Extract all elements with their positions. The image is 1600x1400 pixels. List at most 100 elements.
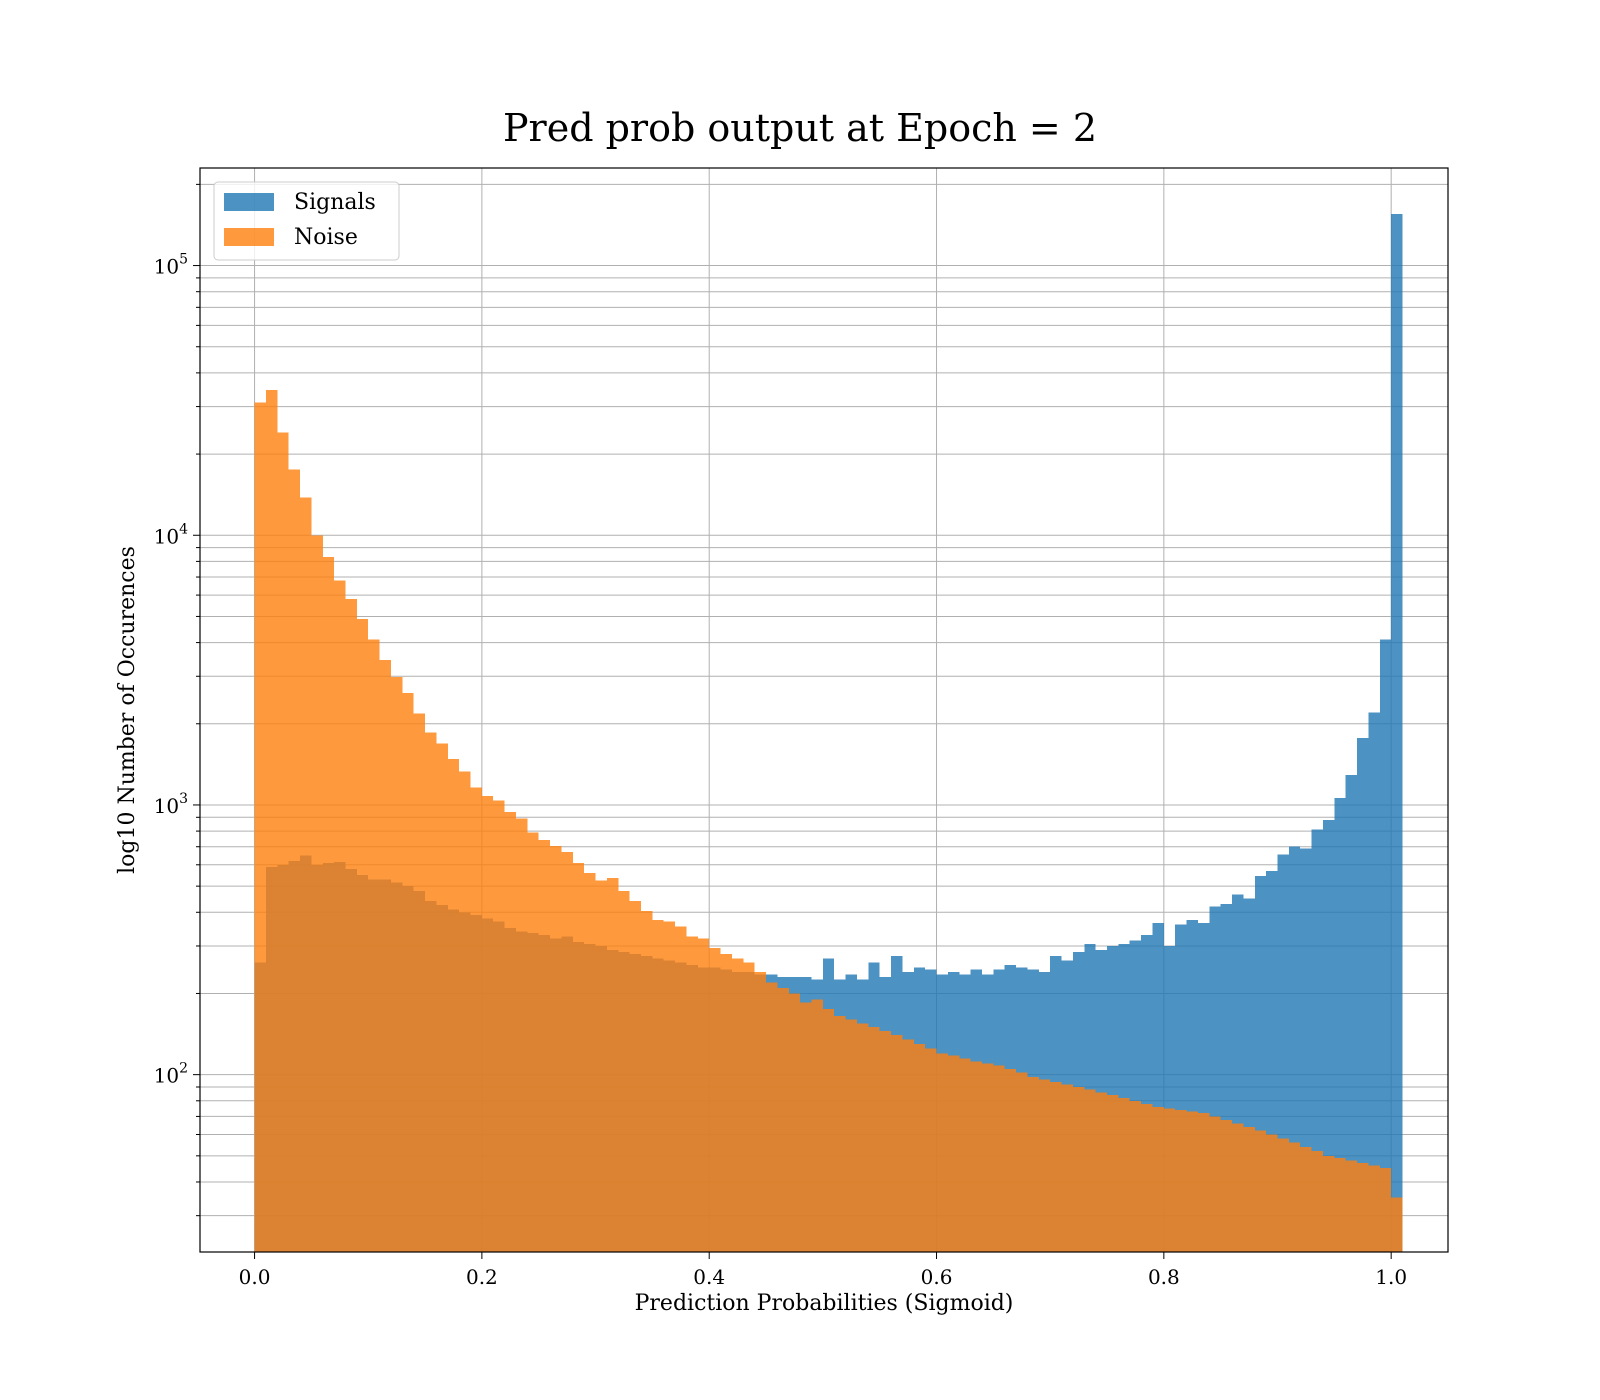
noise-bar [970, 1061, 982, 1252]
noise-bar [288, 469, 301, 1252]
signals-bar [1197, 923, 1210, 1252]
noise-bar [1061, 1084, 1073, 1252]
noise-bar [504, 812, 516, 1252]
noise-bar [1379, 1168, 1392, 1252]
signals-bar [1300, 848, 1312, 1252]
noise-bar [481, 795, 494, 1252]
x-tick-label: 0.8 [1148, 1265, 1180, 1289]
noise-bar [1368, 1165, 1380, 1252]
noise-bar [538, 840, 551, 1252]
noise-bar [1322, 1155, 1335, 1252]
legend-label-signals: Signals [294, 190, 376, 215]
signals-bar [1152, 923, 1164, 1252]
noise-bar [1254, 1130, 1267, 1252]
signals-bar [1288, 846, 1301, 1252]
signals-bar [1379, 639, 1392, 1252]
noise-bar [1141, 1103, 1153, 1252]
signals-bar [1277, 854, 1289, 1252]
x-tick-label: 0.6 [921, 1265, 953, 1289]
noise-bar [788, 993, 801, 1252]
noise-bar [425, 732, 437, 1252]
noise-bar [1209, 1116, 1221, 1252]
noise-bar [470, 787, 482, 1252]
signals-bar [1232, 894, 1244, 1252]
noise-bar [800, 1002, 812, 1252]
signals-bar [1391, 214, 1403, 1253]
noise-bar [1288, 1142, 1301, 1252]
noise-bars [254, 390, 1403, 1253]
signals-bar [1141, 934, 1153, 1252]
noise-bar [1186, 1111, 1198, 1252]
y-tick-label: 103 [154, 791, 188, 818]
legend-label-noise: Noise [294, 225, 358, 250]
signals-bar [1243, 898, 1255, 1252]
noise-bar [413, 713, 426, 1252]
noise-bar [1391, 1197, 1403, 1252]
noise-bar [1311, 1151, 1323, 1252]
noise-bar [868, 1027, 880, 1252]
noise-bar [311, 535, 323, 1252]
noise-bar [891, 1035, 903, 1252]
noise-bar [1084, 1089, 1096, 1252]
noise-bar [834, 1015, 846, 1252]
x-axis-label: Prediction Probabilities (Sigmoid) [635, 1291, 1014, 1316]
plot-frame [199, 167, 1449, 1253]
noise-bar [856, 1023, 869, 1252]
noise-bar [459, 771, 471, 1252]
noise-bar [879, 1031, 892, 1252]
noise-bar [913, 1043, 926, 1252]
noise-bar [641, 910, 653, 1252]
noise-bar [1334, 1158, 1346, 1252]
noise-bar [845, 1019, 857, 1252]
noise-bar [629, 901, 642, 1252]
noise-bar [1266, 1134, 1278, 1252]
noise-bar [561, 851, 573, 1252]
noise-bar [402, 693, 414, 1252]
noise-bar [697, 938, 710, 1252]
noise-bar [1027, 1077, 1039, 1252]
noise-bar [334, 580, 346, 1252]
noise-bar [1175, 1109, 1187, 1252]
noise-bar [1357, 1163, 1369, 1252]
signals-bar [1186, 919, 1198, 1252]
signals-bar [1322, 819, 1335, 1252]
noise-bar [925, 1048, 937, 1252]
chart-title: Pred prob output at Epoch = 2 [503, 106, 1097, 150]
noise-bar [1232, 1123, 1244, 1252]
signals-bar [1357, 738, 1369, 1252]
noise-bar [277, 432, 289, 1253]
y-axis-label: log10 Number of Occurences [115, 546, 140, 874]
noise-bar [390, 677, 403, 1252]
x-tick-label: 0.4 [693, 1265, 725, 1289]
y-tick-label: 105 [154, 252, 188, 279]
x-axis-ticks: 0.0 0.2 0.4 0.6 0.8 1.0 [239, 1252, 1407, 1289]
noise-bar [1345, 1160, 1358, 1252]
y-tick-label: 102 [154, 1061, 188, 1088]
signals-bar [1209, 906, 1221, 1252]
noise-bar [959, 1058, 971, 1252]
noise-bar [1277, 1138, 1289, 1252]
noise-bar [947, 1055, 960, 1252]
noise-bar [345, 599, 357, 1252]
noise-bar [720, 954, 732, 1252]
noise-bar [572, 862, 585, 1252]
noise-bar [652, 919, 664, 1252]
noise-bar [1016, 1072, 1028, 1252]
noise-bar [606, 878, 619, 1252]
noise-bar [254, 402, 266, 1252]
noise-bar [300, 497, 312, 1252]
noise-bar [663, 921, 676, 1252]
noise-bar [766, 982, 778, 1252]
signals-bar [1163, 945, 1176, 1252]
noise-bar [447, 759, 460, 1252]
noise-bar [618, 890, 630, 1252]
noise-bar [368, 639, 380, 1252]
x-tick-label: 0.2 [466, 1265, 498, 1289]
noise-bar [1300, 1146, 1312, 1252]
noise-bar [822, 1009, 835, 1252]
noise-bar [265, 390, 278, 1252]
signals-bar [1345, 775, 1358, 1252]
x-tick-label: 0.0 [239, 1265, 271, 1289]
noise-bar [1095, 1092, 1108, 1252]
